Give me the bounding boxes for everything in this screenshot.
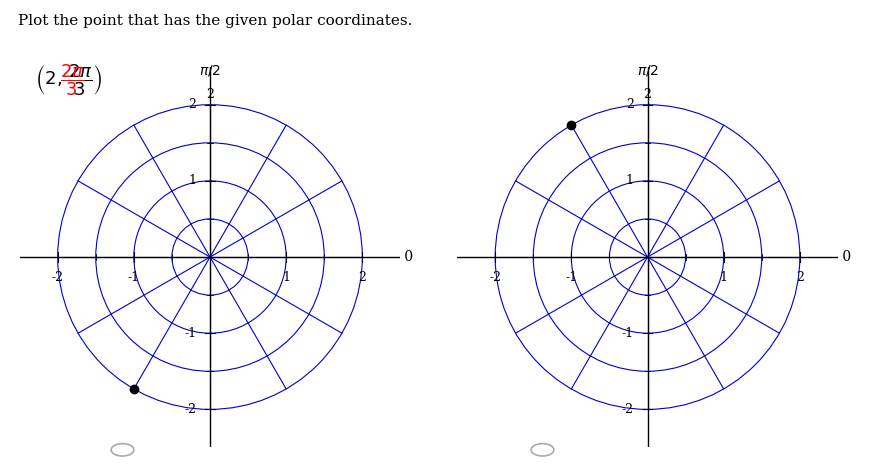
Text: $\left(2,\, \dfrac{2\pi}{3}\right)$: $\left(2,\, \dfrac{2\pi}{3}\right)$	[35, 62, 102, 98]
Text: Plot the point that has the given polar coordinates.: Plot the point that has the given polar …	[18, 14, 412, 28]
Text: 2: 2	[359, 271, 367, 284]
Text: -1: -1	[184, 327, 196, 340]
Text: 2: 2	[796, 271, 804, 284]
Text: 1: 1	[719, 271, 728, 284]
Text: 2: 2	[644, 88, 651, 101]
Text: -1: -1	[565, 271, 578, 284]
Text: 0: 0	[401, 250, 414, 264]
Text: 2: 2	[626, 98, 634, 111]
Text: 2: 2	[206, 88, 214, 101]
Text: -2: -2	[622, 403, 634, 416]
Text: $\dfrac{2\pi}{3}$: $\dfrac{2\pi}{3}$	[60, 62, 84, 98]
Text: $\pi/2$: $\pi/2$	[636, 63, 659, 78]
Text: -2: -2	[185, 403, 196, 416]
Text: -1: -1	[128, 271, 140, 284]
Text: 2: 2	[188, 98, 196, 111]
Text: -1: -1	[621, 327, 634, 340]
Text: 1: 1	[188, 174, 196, 188]
Text: -2: -2	[489, 271, 501, 284]
Text: 1: 1	[282, 271, 290, 284]
Text: 1: 1	[626, 174, 634, 188]
Text: -2: -2	[52, 271, 64, 284]
Text: 0: 0	[838, 250, 851, 264]
Text: $\pi/2$: $\pi/2$	[199, 63, 221, 78]
